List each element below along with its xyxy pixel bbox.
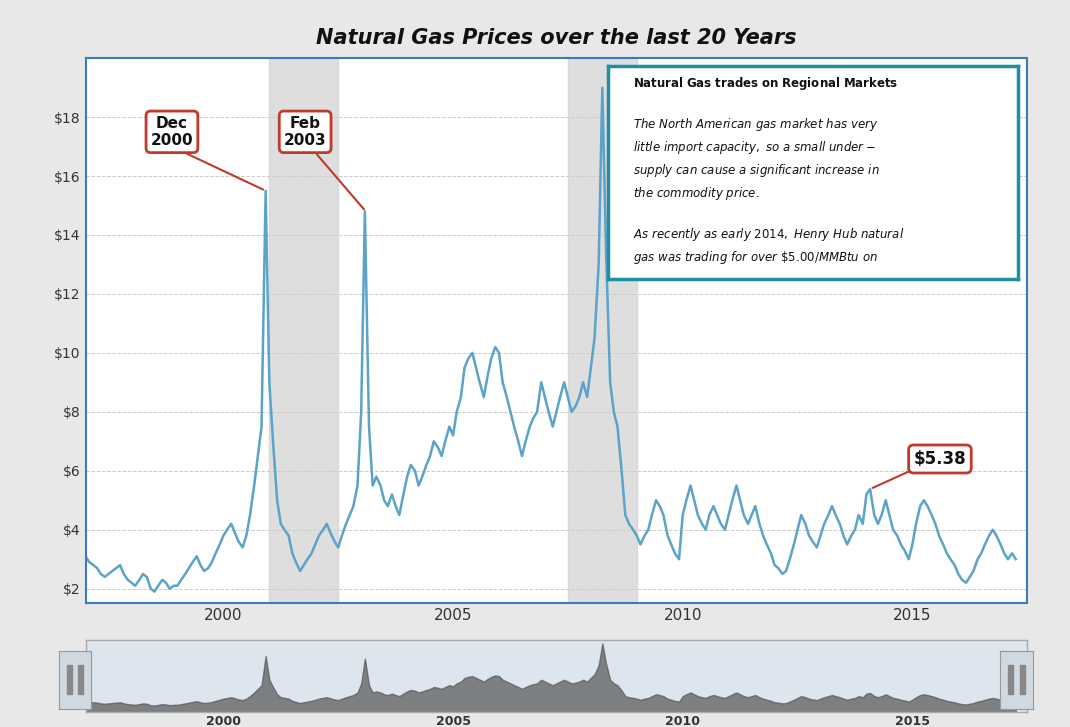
Text: $\bf{Natural\ Gas\ trades\ on\ Regional\ Markets}$

$\it{The\ North\ American\ g: $\bf{Natural\ Gas\ trades\ on\ Regional\… (632, 75, 904, 266)
Title: Natural Gas Prices over the last 20 Years: Natural Gas Prices over the last 20 Year… (316, 28, 797, 48)
Text: Feb
2003: Feb 2003 (284, 116, 326, 148)
Bar (78, 665, 82, 694)
Bar (568, 58, 637, 603)
Text: Dec
2000: Dec 2000 (151, 116, 194, 148)
Text: $5.38: $5.38 (914, 450, 966, 468)
Bar (1008, 665, 1013, 694)
Bar (66, 665, 72, 694)
Bar (1020, 665, 1024, 694)
Bar (270, 58, 338, 603)
